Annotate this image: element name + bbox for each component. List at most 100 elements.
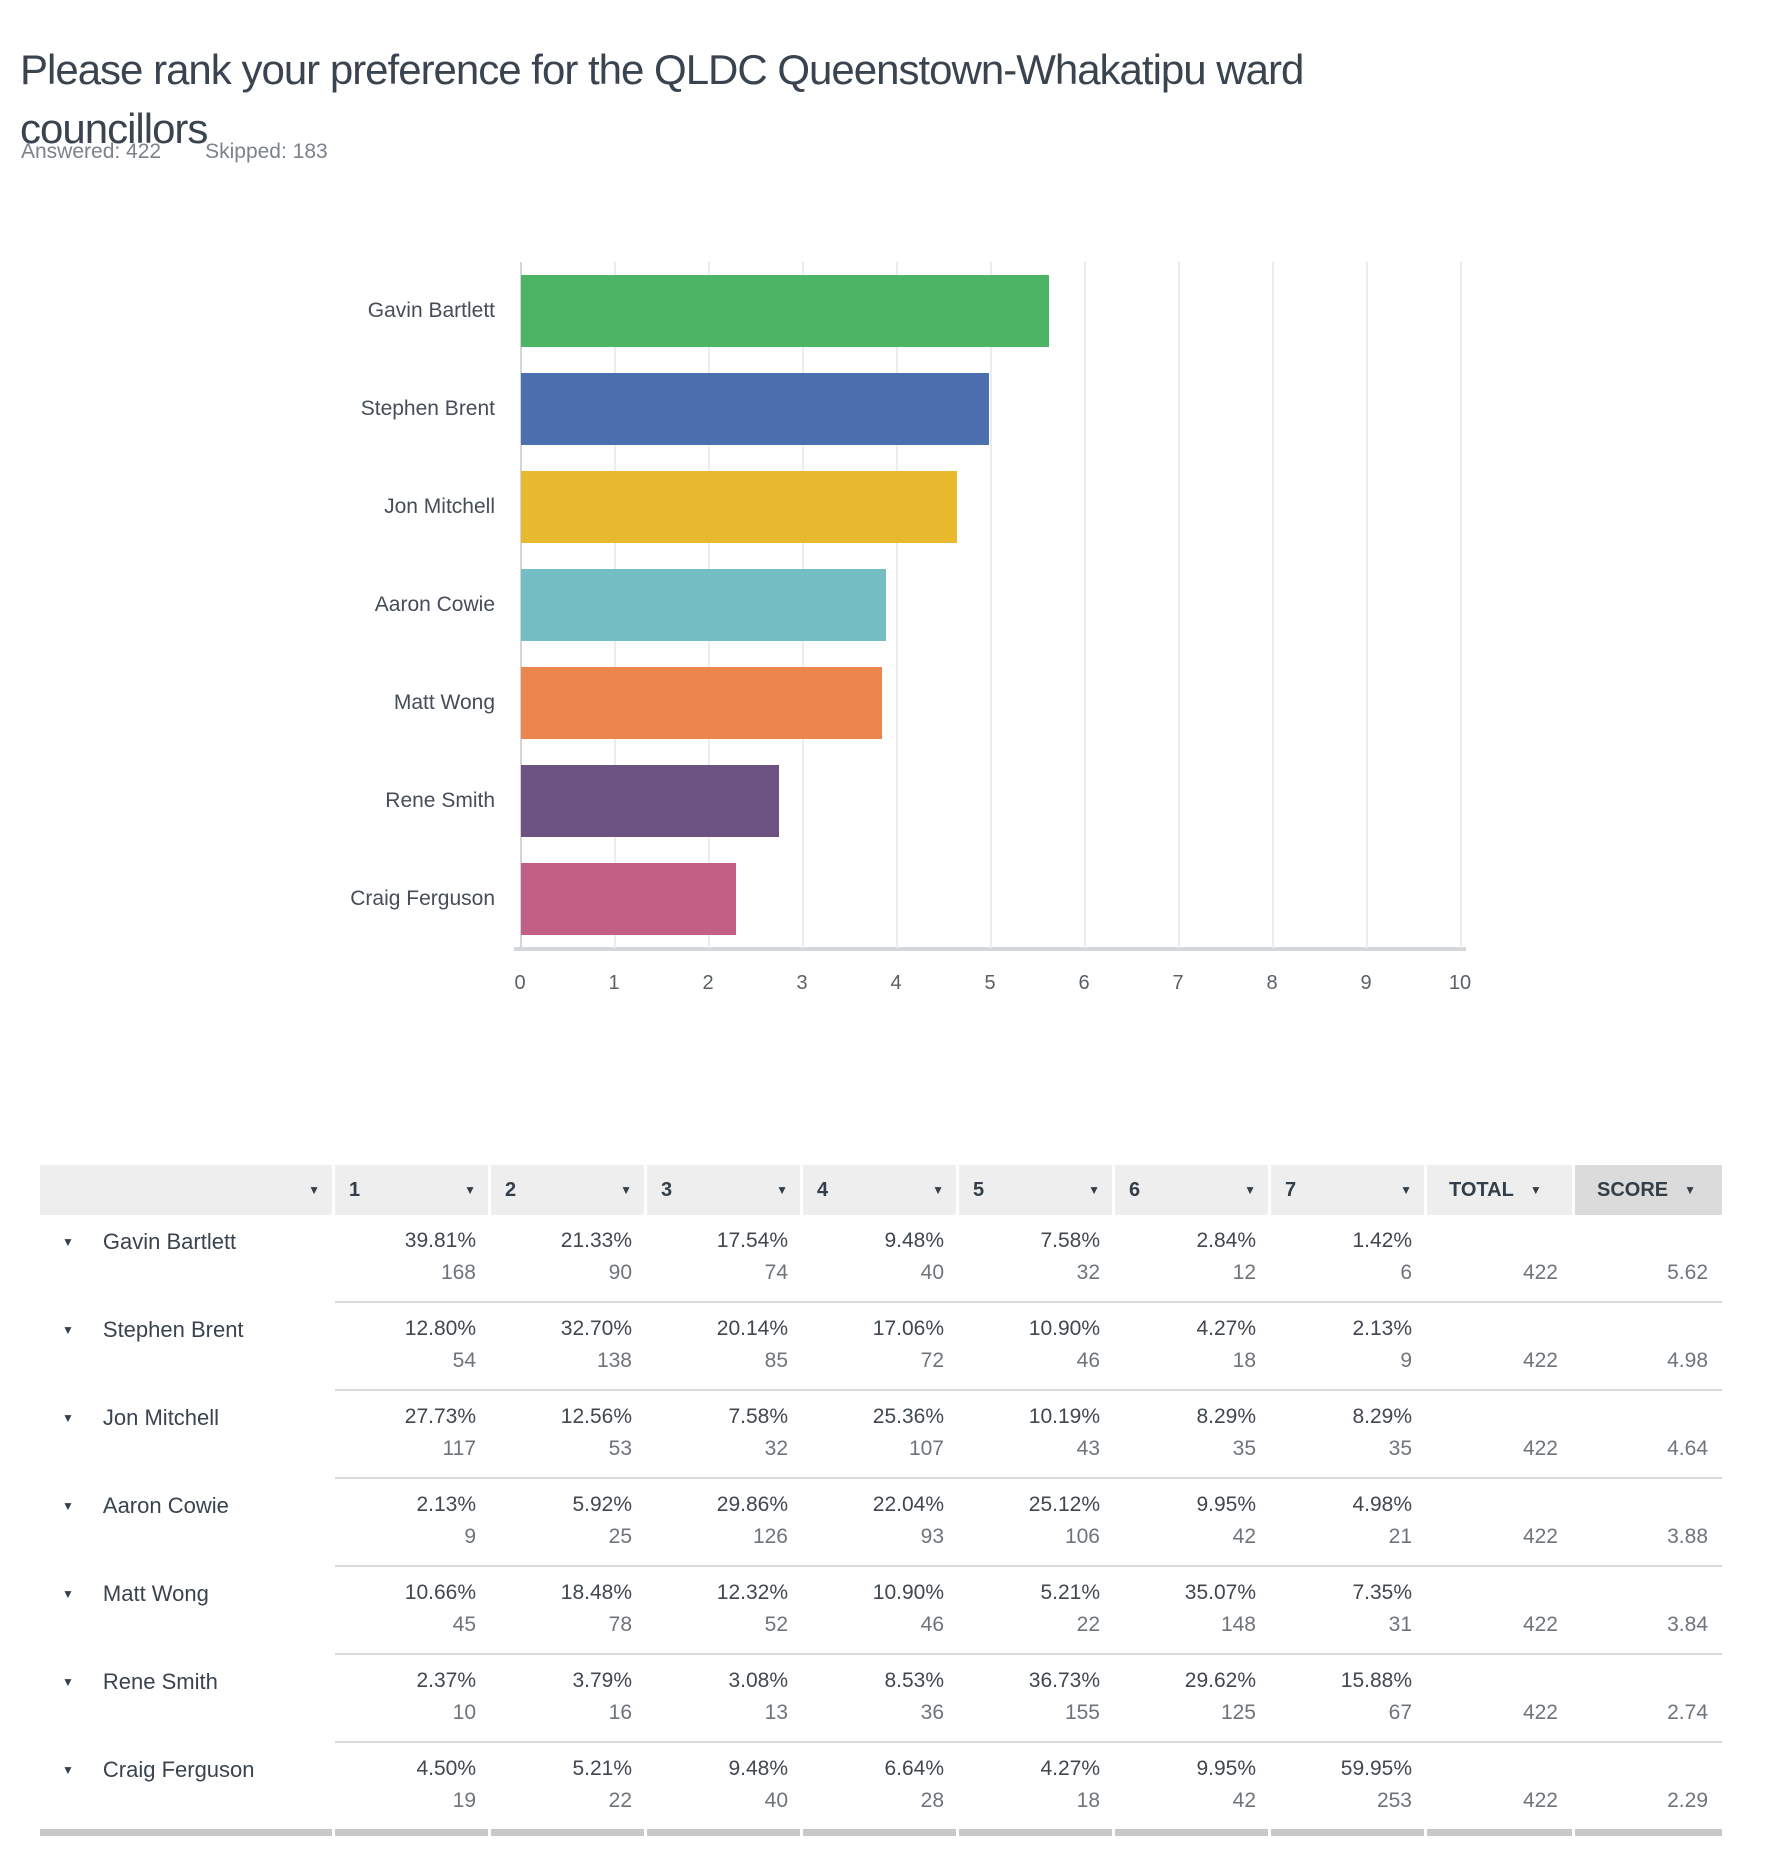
cell-score: 4.98 (1667, 1349, 1708, 1372)
row-separator (40, 1741, 1730, 1743)
axis-tick-label: 8 (1266, 972, 1278, 994)
x-axis-line (514, 947, 1466, 951)
chart-bar-jon-mitchell (521, 471, 958, 543)
cell-count: 40 (764, 1789, 788, 1812)
sort-dropdown-icon[interactable]: ▼ (776, 1183, 788, 1197)
rank-cell: 27.73% 117 (335, 1391, 488, 1477)
row-expand-icon[interactable]: ▼ (62, 1675, 74, 1689)
row-header: ▼ Rene Smith (40, 1655, 332, 1741)
cell-percent: 7.35% (1352, 1581, 1412, 1604)
axis-tick-label: 1 (608, 972, 620, 994)
cell-count: 107 (908, 1437, 944, 1460)
cell-percent: 2.84% (1196, 1229, 1256, 1252)
cell-total: 422 (1522, 1349, 1558, 1372)
bottom-border-segment (1427, 1829, 1572, 1836)
rank-cell: 20.14% 85 (647, 1303, 800, 1389)
cell-percent: 10.90% (872, 1581, 944, 1604)
cell-percent: 7.58% (1040, 1229, 1100, 1252)
row-label: Gavin Bartlett (102, 1229, 237, 1254)
row-header: ▼ Gavin Bartlett (40, 1215, 332, 1301)
cell-count: 31 (1388, 1613, 1412, 1636)
column-header-label: 3 (661, 1178, 673, 1201)
cell-percent: 35.07% (1184, 1581, 1256, 1604)
column-header-5[interactable]: 5 ▼ (959, 1165, 1112, 1215)
table-row: ▼ Matt Wong 10.66% 45 18.48% 78 12.32% 52 10.90%… (40, 1567, 1730, 1653)
row-expand-icon[interactable]: ▼ (62, 1587, 74, 1601)
axis-tick-label: 3 (796, 972, 808, 994)
rank-cell: 12.56% 53 (491, 1391, 644, 1477)
chart-bar-craig-ferguson (521, 863, 737, 935)
cell-count: 46 (920, 1613, 944, 1636)
category-label: Rene Smith (385, 789, 495, 812)
cell-count: 54 (452, 1349, 476, 1372)
cell-count: 19 (452, 1789, 476, 1812)
cell-percent: 2.13% (1352, 1317, 1412, 1340)
sort-dropdown-icon[interactable]: ▼ (1088, 1183, 1100, 1197)
row-label: Craig Ferguson (102, 1757, 255, 1782)
column-header-score[interactable]: SCORE ▼ (1575, 1165, 1722, 1215)
cell-count: 18 (1232, 1349, 1256, 1372)
row-separator-line (335, 1389, 1722, 1391)
cell-total: 422 (1522, 1701, 1558, 1724)
sort-dropdown-icon[interactable]: ▼ (932, 1183, 944, 1197)
rank-cell: 4.50% 19 (335, 1743, 488, 1829)
cell-count: 93 (920, 1525, 944, 1548)
column-header-total[interactable]: TOTAL ▼ (1427, 1165, 1572, 1215)
rank-cell: 2.13% 9 (1271, 1303, 1424, 1389)
cell-percent: 6.64% (884, 1757, 944, 1780)
sort-dropdown-icon[interactable]: ▼ (1684, 1183, 1697, 1197)
row-expand-icon[interactable]: ▼ (62, 1763, 74, 1777)
row-separator (40, 1301, 1730, 1303)
axis-tick-label: 5 (984, 972, 996, 994)
sort-dropdown-icon[interactable]: ▼ (1244, 1183, 1256, 1197)
bottom-border-segment (1575, 1829, 1722, 1836)
cell-count: 138 (596, 1349, 632, 1372)
row-expand-icon[interactable]: ▼ (62, 1235, 74, 1249)
cell-count: 6 (1400, 1261, 1412, 1284)
skipped-count: Skipped: 183 (205, 140, 328, 163)
cell-count: 35 (1388, 1437, 1412, 1460)
cell-count: 32 (1076, 1261, 1100, 1284)
sort-dropdown-icon[interactable]: ▼ (1529, 1183, 1542, 1197)
bottom-border-segment (40, 1829, 332, 1836)
cell-percent: 20.14% (716, 1317, 788, 1340)
cell-percent: 9.95% (1196, 1757, 1256, 1780)
column-header-2[interactable]: 2 ▼ (491, 1165, 644, 1215)
column-header-label: 4 (817, 1178, 829, 1201)
row-expand-icon[interactable]: ▼ (62, 1499, 74, 1513)
rank-cell: 18.48% 78 (491, 1567, 644, 1653)
row-separator (40, 1653, 1730, 1655)
rank-cell: 10.19% 43 (959, 1391, 1112, 1477)
cell-count: 155 (1064, 1701, 1100, 1724)
cell-percent: 5.92% (572, 1493, 632, 1516)
category-label: Gavin Bartlett (367, 299, 495, 322)
column-header-7[interactable]: 7 ▼ (1271, 1165, 1424, 1215)
cell-percent: 12.80% (404, 1317, 476, 1340)
axis-tick-label: 2 (702, 972, 714, 994)
cell-total: 422 (1522, 1789, 1558, 1812)
row-expand-icon[interactable]: ▼ (62, 1411, 74, 1425)
bottom-border-segment (491, 1829, 644, 1836)
column-header-6[interactable]: 6 ▼ (1115, 1165, 1268, 1215)
rank-cell: 25.36% 107 (803, 1391, 956, 1477)
cell-count: 85 (764, 1349, 788, 1372)
row-header: ▼ Matt Wong (40, 1567, 332, 1653)
answered-count: Answered: 422 (21, 140, 162, 163)
row-expand-icon[interactable]: ▼ (62, 1323, 74, 1337)
table-row: ▼ Aaron Cowie 2.13% 9 5.92% 25 29.86% 126 22.04%… (40, 1479, 1730, 1565)
column-header-label: 1 (349, 1178, 361, 1201)
rank-cell: 9.95% 42 (1115, 1743, 1268, 1829)
sort-dropdown-icon[interactable]: ▼ (464, 1183, 476, 1197)
sort-dropdown-icon[interactable]: ▼ (308, 1183, 320, 1197)
column-header-3[interactable]: 3 ▼ (647, 1165, 800, 1215)
cell-percent: 3.79% (572, 1669, 632, 1692)
question-title: Please rank your preference for the QLDC… (20, 46, 1304, 153)
cell-percent: 22.04% (872, 1493, 944, 1516)
column-header-rows[interactable]: ▼ (40, 1165, 332, 1215)
column-header-4[interactable]: 4 ▼ (803, 1165, 956, 1215)
row-header: ▼ Jon Mitchell (40, 1391, 332, 1477)
column-header-1[interactable]: 1 ▼ (335, 1165, 488, 1215)
axis-tick-label: 6 (1078, 972, 1090, 994)
sort-dropdown-icon[interactable]: ▼ (1400, 1183, 1412, 1197)
sort-dropdown-icon[interactable]: ▼ (620, 1183, 632, 1197)
